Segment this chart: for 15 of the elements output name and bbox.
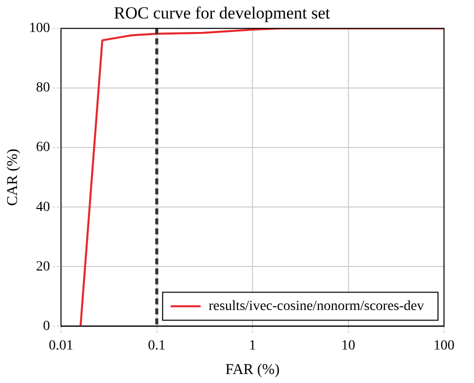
x-tick-label: 100 <box>434 338 454 354</box>
legend-label: results/ivec-cosine/nonorm/scores-dev <box>208 298 424 314</box>
y-tick-label: 80 <box>36 80 50 96</box>
y-tick-label: 100 <box>29 21 50 36</box>
x-axis-title: FAR (%) <box>225 362 280 378</box>
y-tick-label: 40 <box>36 200 50 215</box>
y-tick-label: 20 <box>36 259 50 274</box>
x-tick-label: 1 <box>249 338 256 354</box>
y-axis-title: CAR (%) <box>4 148 21 206</box>
y-tick-label: 60 <box>36 140 50 156</box>
x-tick-label: 0.01 <box>48 338 74 354</box>
y-tick-label: 0 <box>43 318 50 334</box>
x-tick-label: 0.1 <box>148 338 166 354</box>
chart-title: ROC curve for development set <box>114 4 330 23</box>
x-tick-label: 10 <box>341 338 356 354</box>
